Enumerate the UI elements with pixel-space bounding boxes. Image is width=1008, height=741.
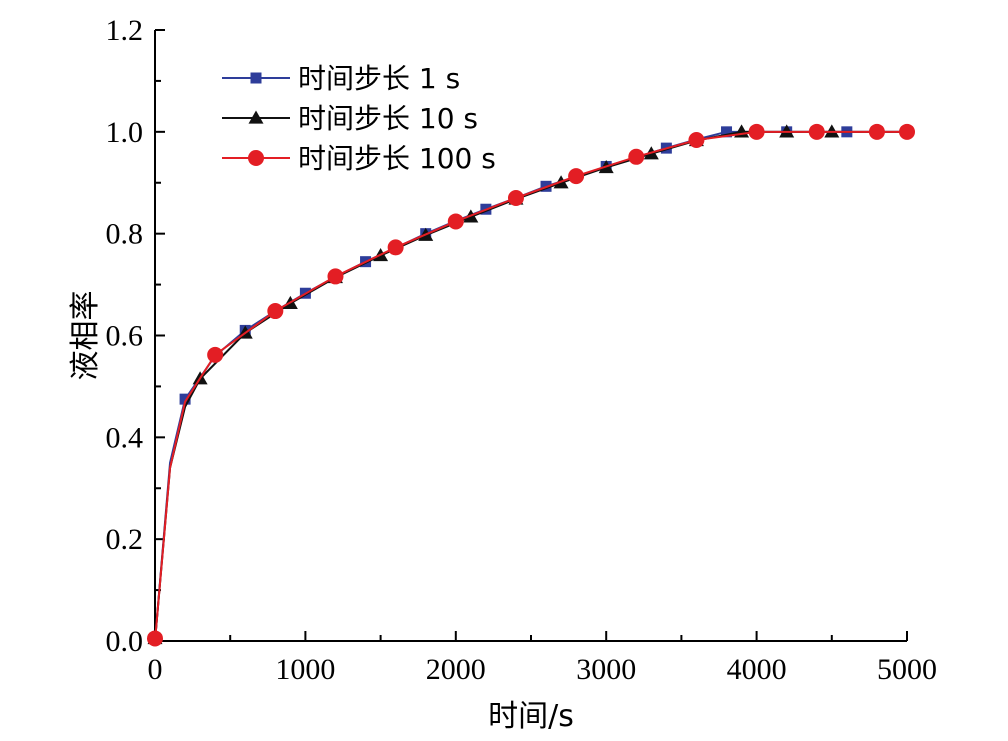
- legend-entry-step-10s: 时间步长 10 s: [222, 102, 478, 135]
- y-tick-label: 1.0: [106, 116, 144, 149]
- data-point-step-100s: [507, 190, 524, 207]
- series-step-1s: [149, 126, 907, 644]
- data-point-step-100s: [808, 123, 825, 140]
- data-point-step-1s: [721, 126, 733, 138]
- legend-label: 时间步长 1 s: [298, 62, 460, 95]
- data-point-step-100s: [387, 239, 404, 256]
- data-point-step-100s: [868, 123, 885, 140]
- y-tick-label: 0.4: [106, 421, 144, 454]
- series-step-10s: [147, 124, 907, 645]
- data-point-step-100s: [568, 168, 585, 185]
- series-line-step-100s: [154, 130, 907, 642]
- data-point-step-100s: [899, 123, 915, 140]
- x-tick-label: 1000: [275, 653, 335, 686]
- series-line-step-1s: [154, 130, 907, 642]
- series-layer: [147, 123, 915, 647]
- x-tick-label: 2000: [426, 653, 486, 686]
- legend-marker: [248, 150, 264, 166]
- legend-marker: [250, 72, 262, 84]
- y-tick-label: 0.6: [106, 320, 144, 353]
- data-point-step-100s: [688, 131, 705, 148]
- series-line-step-10s: [154, 130, 907, 642]
- legend-entry-step-1s: 时间步长 1 s: [222, 62, 460, 95]
- data-point-step-1s: [179, 393, 191, 405]
- x-tick-label: 0: [148, 653, 163, 686]
- data-point-step-100s: [147, 630, 163, 647]
- legend-marker: [248, 110, 264, 124]
- y-tick-label: 0.0: [106, 625, 144, 658]
- data-point-step-100s: [267, 303, 284, 320]
- series-step-100s: [147, 123, 915, 647]
- data-point-step-100s: [748, 123, 765, 140]
- y-axis-title: 液相率: [68, 291, 103, 381]
- data-point-step-100s: [327, 268, 344, 285]
- legend-entry-step-100s: 时间步长 100 s: [222, 142, 496, 175]
- y-tick-label: 0.8: [106, 218, 144, 251]
- x-tick-label: 4000: [727, 653, 787, 686]
- x-tick-label: 3000: [576, 653, 636, 686]
- y-tick-label: 1.2: [106, 14, 144, 47]
- axes: 0.0 0.2 0.4 0.6 0.8 1.0 1.2 0 1000 2000 3000 4000 50…: [106, 14, 938, 686]
- x-tick-label: 5000: [877, 653, 937, 686]
- data-point-step-100s: [628, 148, 645, 165]
- legend: 时间步长 1 s 时间步长 10 s 时间步长 100 s: [222, 62, 496, 175]
- data-point-step-100s: [207, 346, 224, 363]
- legend-label: 时间步长 10 s: [298, 102, 478, 135]
- data-point-step-100s: [447, 213, 464, 230]
- legend-label: 时间步长 100 s: [298, 142, 496, 175]
- x-axis-title: 时间/s: [488, 699, 574, 734]
- y-tick-label: 0.2: [106, 523, 144, 556]
